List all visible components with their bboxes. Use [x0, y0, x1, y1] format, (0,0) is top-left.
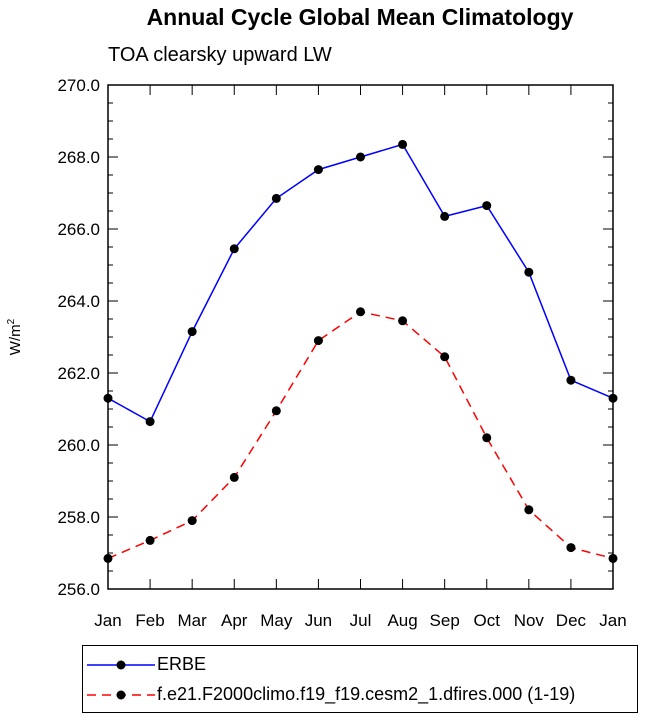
x-tick-label: Dec	[556, 611, 587, 630]
x-tick-label: Nov	[514, 611, 545, 630]
y-tick-label: 258.0	[57, 508, 100, 527]
data-point	[229, 244, 239, 254]
x-tick-label: Jan	[599, 611, 626, 630]
data-point	[482, 433, 492, 443]
data-point	[313, 336, 323, 346]
y-tick-label: 256.0	[57, 580, 100, 599]
data-point	[187, 327, 197, 337]
data-point	[313, 165, 323, 175]
y-tick-label: 266.0	[57, 220, 100, 239]
legend-entry-model: f.e21.F2000climo.f19_f19.cesm2_1.dfires.…	[83, 680, 637, 710]
data-point	[398, 139, 408, 149]
plot-frame	[107, 84, 614, 590]
data-point	[566, 375, 576, 385]
chart-title: Annual Cycle Global Mean Climatology	[146, 4, 574, 30]
data-point	[356, 307, 365, 317]
x-tick-label: Mar	[178, 611, 208, 630]
data-point	[482, 201, 492, 211]
data-point	[229, 472, 239, 482]
x-tick-label: Oct	[474, 611, 501, 630]
series-line-0	[107, 143, 614, 423]
data-point	[356, 152, 365, 162]
data-point	[524, 505, 534, 515]
data-point	[566, 543, 576, 553]
y-tick-label: 264.0	[57, 292, 100, 311]
data-point	[440, 352, 450, 362]
chart-subtitle: TOA clearsky upward LW	[108, 44, 332, 66]
x-tick-label: Sep	[430, 611, 460, 630]
y-tick-label: 268.0	[57, 148, 100, 167]
x-tick-label: Apr	[221, 611, 248, 630]
x-tick-label: Jul	[350, 611, 372, 630]
x-tick-label: Jan	[94, 611, 121, 630]
y-tick-label: 262.0	[57, 364, 100, 383]
y-tick-label: 260.0	[57, 436, 100, 455]
legend-label-erbe: ERBE	[157, 654, 207, 674]
data-point	[271, 406, 281, 416]
y-axis-label-text: W/m	[7, 324, 24, 355]
x-tick-label: Aug	[387, 611, 417, 630]
chart-plot: 256.0 258.0 260.0 262.0 264.0 266.0 268.0 270.0…	[6, 76, 627, 630]
legend-swatch-model	[87, 690, 155, 700]
y-tick-label: 270.0	[57, 76, 100, 95]
data-point	[145, 535, 155, 545]
y-axis-label: W/m2	[6, 318, 24, 355]
legend-label-model: f.e21.F2000climo.f19_f19.cesm2_1.dfires.…	[157, 684, 576, 704]
legend-entry-erbe: ERBE	[83, 650, 637, 680]
data-point	[398, 316, 408, 326]
legend: ERBE f.e21.F2000climo.f19_f19.cesm2_1.df…	[82, 645, 638, 713]
x-tick-label: Jun	[305, 611, 332, 630]
x-tick-label: May	[260, 611, 293, 630]
legend-swatch-erbe	[87, 660, 155, 670]
data-point	[187, 516, 197, 526]
data-point	[440, 211, 450, 221]
y-axis-label-superscript: 2	[6, 318, 17, 324]
data-point	[524, 267, 534, 277]
x-tick-label: Feb	[135, 611, 164, 630]
data-point	[271, 193, 281, 203]
data-point	[145, 417, 155, 427]
